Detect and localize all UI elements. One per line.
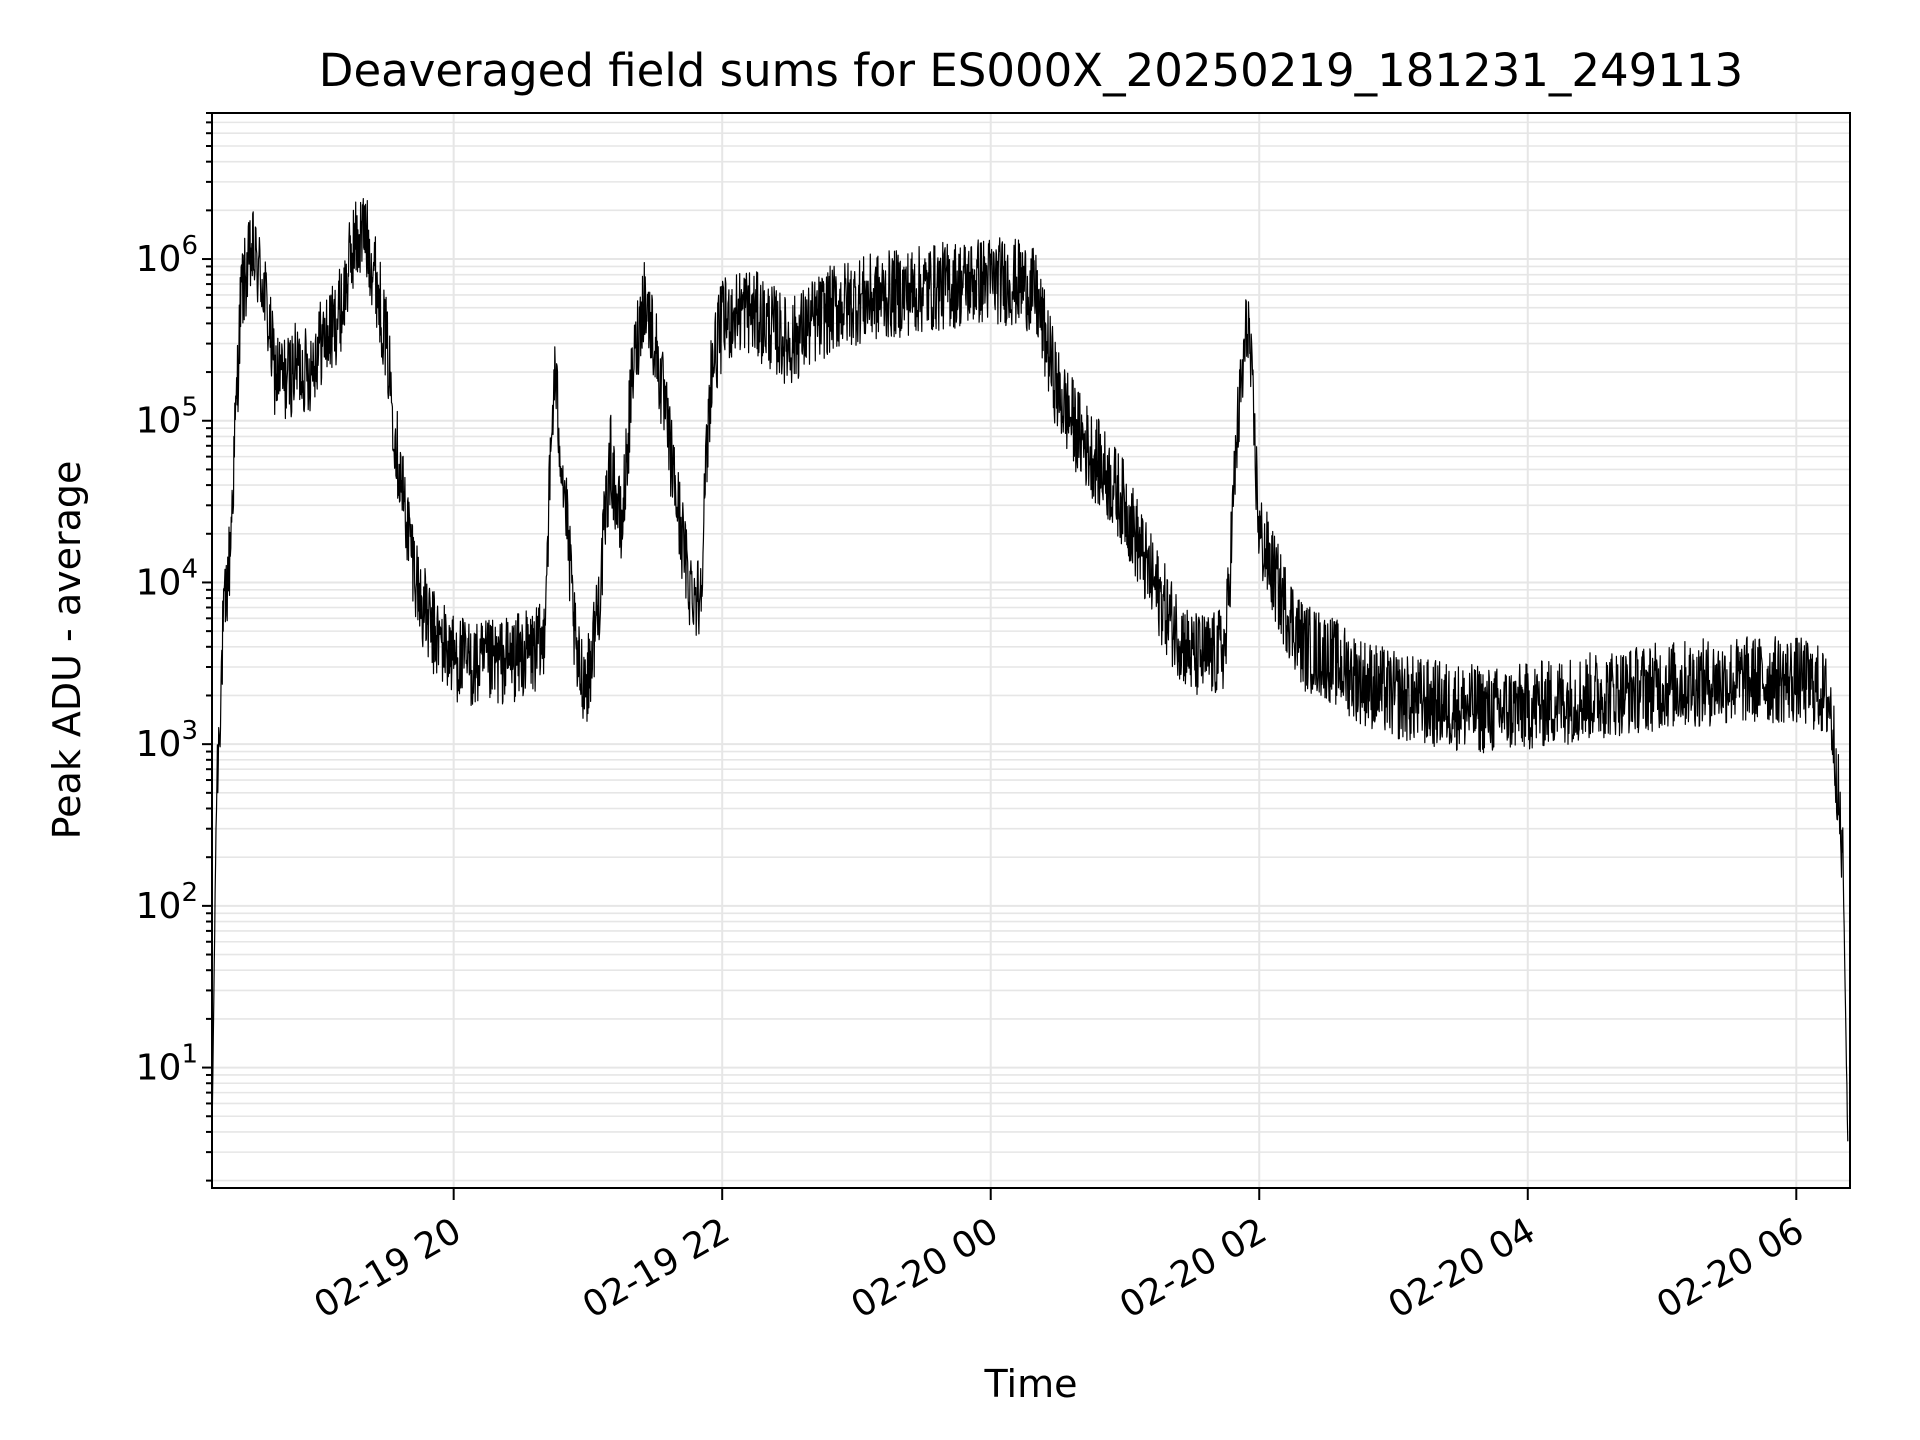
plot-frame bbox=[211, 112, 1851, 1189]
grid-layer bbox=[212, 112, 1850, 1188]
y-tick-base: 10 bbox=[136, 1048, 182, 1089]
y-tick-label: 102 bbox=[136, 878, 198, 927]
y-tick-base: 10 bbox=[136, 562, 182, 603]
x-axis-label: Time bbox=[984, 1362, 1078, 1406]
y-tick-exponent: 6 bbox=[181, 231, 198, 261]
y-tick-base: 10 bbox=[136, 401, 182, 442]
y-tick-label: 105 bbox=[136, 393, 198, 442]
data-series-line bbox=[211, 198, 1849, 1142]
y-tick-exponent: 3 bbox=[181, 716, 198, 746]
y-tick-label: 101 bbox=[136, 1040, 198, 1089]
y-tick-base: 10 bbox=[136, 239, 182, 280]
y-tick-label: 104 bbox=[136, 554, 198, 603]
line-layer bbox=[211, 198, 1849, 1142]
chart-title: Deaveraged field sums for ES000X_2025021… bbox=[319, 44, 1743, 97]
y-tick-base: 10 bbox=[136, 886, 182, 927]
y-tick-exponent: 5 bbox=[181, 393, 198, 423]
y-tick-exponent: 2 bbox=[181, 878, 198, 908]
y-tick-base: 10 bbox=[136, 724, 182, 765]
y-tick-exponent: 4 bbox=[181, 554, 198, 584]
y-tick-exponent: 1 bbox=[181, 1040, 198, 1070]
y-tick-label: 106 bbox=[136, 231, 198, 280]
y-tick-label: 103 bbox=[136, 716, 198, 765]
y-axis-label: Peak ADU - average bbox=[45, 461, 89, 840]
